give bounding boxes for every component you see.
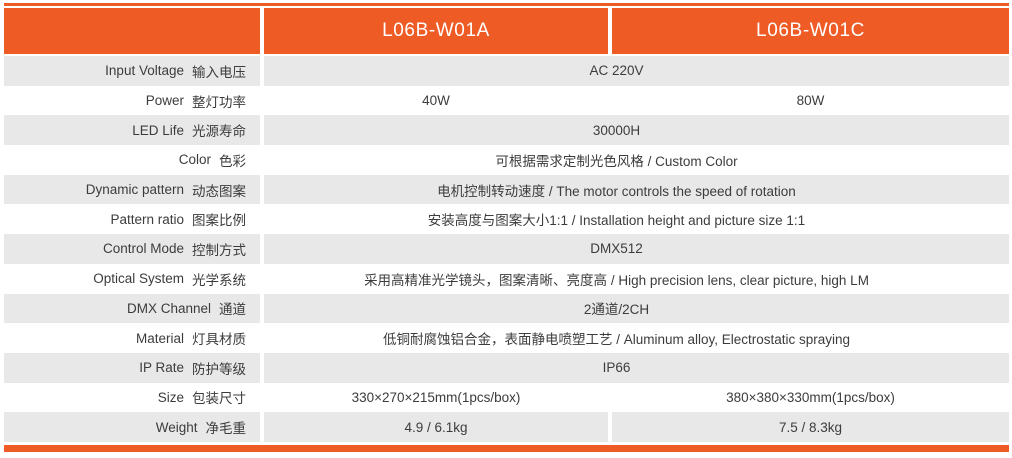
row-label: LED Life 光源寿命	[4, 115, 260, 146]
row-label: Pattern ratio 图案比例	[4, 204, 260, 235]
row-label-zh: 光源寿命	[192, 124, 246, 140]
row-label-zh: 光学系统	[192, 272, 246, 288]
row-value: 30000H	[264, 115, 1009, 146]
row-label: Power 整灯功率	[4, 85, 260, 116]
row-value: 低铜耐腐蚀铝合金，表面静电喷塑工艺 / Aluminum alloy, Elec…	[264, 323, 1009, 353]
table-row: Control Mode 控制方式 DMX512	[4, 234, 1009, 264]
column-divider	[260, 56, 264, 86]
table-row: LED Life 光源寿命 30000H	[4, 115, 1009, 146]
header-cell-model-c: L06B-W01C	[612, 8, 1009, 54]
row-value: 2通道/2CH	[264, 293, 1009, 324]
spec-table-body: Input Voltage 输入电压 AC 220V Power 整灯功率 40W 80W L…	[4, 56, 1009, 442]
column-divider	[260, 412, 264, 442]
row-value-model-a: 330×270×215mm(1pcs/box)	[264, 382, 608, 413]
row-label-en: Control Mode	[102, 241, 184, 257]
row-label-en: Dynamic pattern	[85, 182, 184, 198]
row-label-zh: 防护等级	[192, 361, 246, 377]
row-label-zh: 灯具材质	[192, 332, 246, 348]
row-label-en: Color	[178, 152, 211, 168]
column-divider	[608, 85, 612, 116]
row-label-zh: 图案比例	[192, 213, 246, 229]
table-row: Dynamic pattern 动态图案 电机控制转动速度 / The motor …	[4, 174, 1009, 205]
row-value-model-a: 4.9 / 6.1kg	[264, 412, 608, 442]
header-cell-model-a: L06B-W01A	[264, 8, 608, 54]
table-row: Power 整灯功率 40W 80W	[4, 85, 1009, 116]
row-label-zh: 输入电压	[192, 64, 246, 80]
column-divider	[608, 412, 612, 442]
row-value: 可根据需求定制光色风格 / Custom Color	[264, 145, 1009, 175]
row-value: DMX512	[264, 234, 1009, 264]
row-label-en: Power	[145, 93, 184, 109]
column-divider	[260, 234, 264, 264]
table-row: IP Rate 防护等级 IP66	[4, 352, 1009, 383]
row-label-en: Pattern ratio	[110, 211, 184, 227]
row-value-model-c: 80W	[612, 85, 1009, 116]
column-divider	[260, 8, 264, 54]
row-label-en: DMX Channel	[126, 300, 211, 316]
column-divider	[260, 145, 264, 175]
column-divider	[260, 174, 264, 205]
row-label: Material 灯具材质	[4, 323, 260, 353]
table-row: Color 色彩 可根据需求定制光色风格 / Custom Color	[4, 145, 1009, 175]
column-divider	[260, 85, 264, 116]
row-value: 采用高精准光学镜头，图案清晰、亮度高 / High precision lens…	[264, 263, 1009, 294]
table-row: Optical System 光学系统 采用高精准光学镜头，图案清晰、亮度高 / H…	[4, 263, 1009, 294]
row-value: AC 220V	[264, 56, 1009, 86]
column-divider	[260, 204, 264, 235]
row-label-zh: 色彩	[219, 153, 246, 169]
row-label-en: Optical System	[93, 271, 184, 287]
column-divider	[260, 115, 264, 146]
row-label: IP Rate 防护等级	[4, 352, 260, 383]
column-divider	[260, 293, 264, 324]
row-label: Input Voltage 输入电压	[4, 56, 260, 86]
table-row: Pattern ratio 图案比例 安装高度与图案大小1:1 / Installa…	[4, 204, 1009, 235]
row-label-en: Weight	[155, 419, 198, 435]
row-label: Optical System 光学系统	[4, 263, 260, 294]
row-label-zh: 通道	[219, 302, 246, 318]
row-label: Size 包装尺寸	[4, 382, 260, 413]
row-value-model-c: 380×380×330mm(1pcs/box)	[612, 382, 1009, 413]
row-label: Weight 净毛重	[4, 412, 260, 442]
bottom-accent-bar	[4, 444, 1009, 452]
row-label-zh: 控制方式	[192, 242, 246, 258]
table-row: Input Voltage 输入电压 AC 220V	[4, 56, 1009, 86]
column-divider	[608, 8, 612, 54]
header-cell-empty	[4, 8, 260, 54]
row-label-en: IP Rate	[139, 360, 184, 376]
row-label-en: LED Life	[132, 122, 184, 138]
column-divider	[260, 352, 264, 383]
table-row: Size 包装尺寸 330×270×215mm(1pcs/box) 380×380×3…	[4, 382, 1009, 413]
row-label-zh: 包装尺寸	[192, 391, 246, 407]
column-divider	[260, 263, 264, 294]
row-label-zh: 净毛重	[205, 421, 247, 437]
row-label-zh: 动态图案	[192, 183, 246, 199]
table-header-row: L06B-W01A L06B-W01C	[4, 8, 1009, 54]
column-divider	[260, 323, 264, 353]
row-label: Control Mode 控制方式	[4, 234, 260, 264]
row-value-model-c: 7.5 / 8.3kg	[612, 412, 1009, 442]
table-row: Weight 净毛重 4.9 / 6.1kg 7.5 / 8.3kg	[4, 412, 1009, 442]
row-value: IP66	[264, 352, 1009, 383]
top-accent-rule	[4, 3, 1009, 6]
table-row: DMX Channel 通道 2通道/2CH	[4, 293, 1009, 324]
column-divider	[608, 382, 612, 413]
row-label-en: Size	[157, 389, 184, 405]
row-label: DMX Channel 通道	[4, 293, 260, 324]
row-label: Dynamic pattern 动态图案	[4, 174, 260, 205]
row-value: 安装高度与图案大小1:1 / Installation height and p…	[264, 204, 1009, 235]
row-value-model-a: 40W	[264, 85, 608, 116]
row-value: 电机控制转动速度 / The motor controls the speed …	[264, 174, 1009, 205]
column-divider	[260, 382, 264, 413]
row-label-en: Material	[135, 330, 184, 346]
table-row: Material 灯具材质 低铜耐腐蚀铝合金，表面静电喷塑工艺 / Aluminum…	[4, 323, 1009, 353]
row-label-en: Input Voltage	[105, 63, 184, 79]
row-label: Color 色彩	[4, 145, 260, 175]
row-label-zh: 整灯功率	[192, 94, 246, 110]
